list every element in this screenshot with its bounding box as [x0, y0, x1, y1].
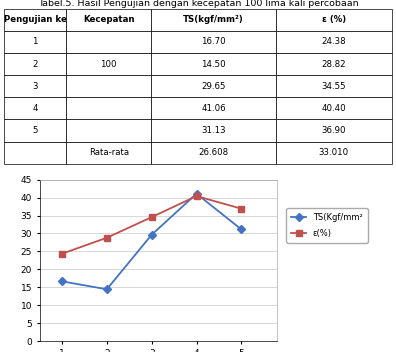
Line: ε(%): ε(%)	[59, 193, 244, 257]
ε(%)	[239, 207, 244, 211]
Legend: TS(Kgf/mm², ε(%): TS(Kgf/mm², ε(%)	[286, 208, 367, 243]
TS(Kgf/mm²	[105, 287, 109, 291]
ε(%)	[149, 215, 154, 219]
TS(Kgf/mm²	[60, 279, 65, 283]
TS(Kgf/mm²	[194, 191, 199, 196]
ε(%)	[105, 235, 109, 240]
Line: TS(Kgf/mm²: TS(Kgf/mm²	[59, 191, 244, 292]
ε(%)	[194, 194, 199, 198]
ε(%)	[60, 252, 65, 256]
Title: Tabel.5. Hasil Pengujian dengan kecepatan 100 lima kali percobaan: Tabel.5. Hasil Pengujian dengan kecepata…	[38, 0, 358, 8]
TS(Kgf/mm²	[149, 233, 154, 237]
TS(Kgf/mm²	[239, 227, 244, 232]
